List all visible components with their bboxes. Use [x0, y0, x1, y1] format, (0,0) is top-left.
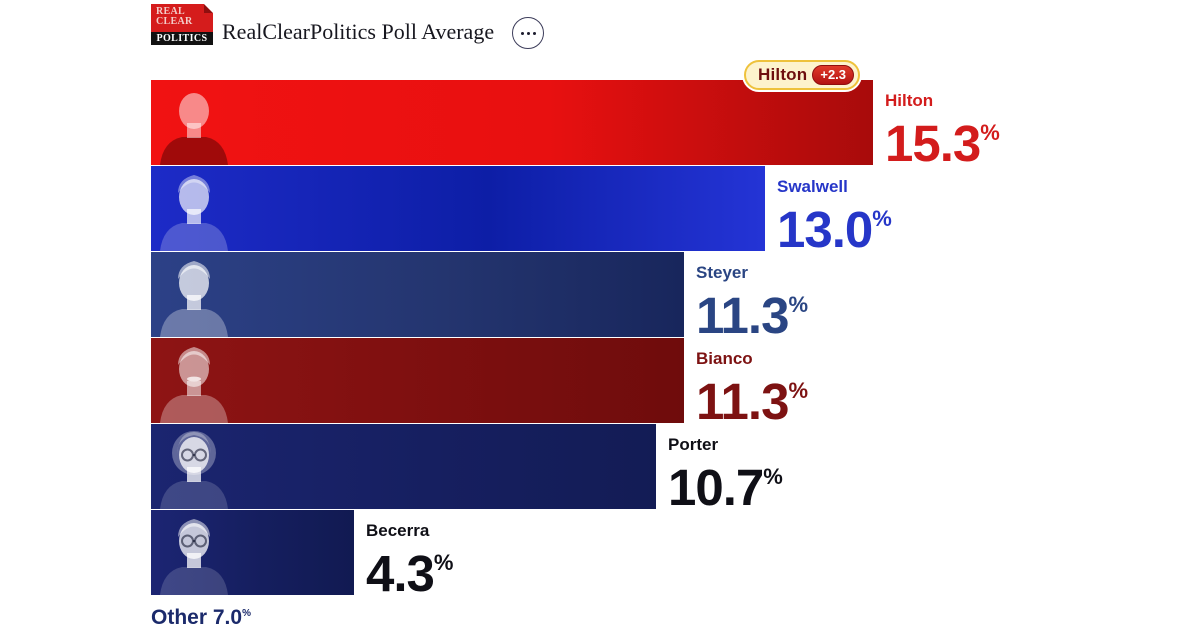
leader-badge-margin: +2.3	[812, 65, 855, 85]
percent-sign: %	[788, 378, 809, 403]
percent-sign: %	[763, 464, 783, 489]
bar-hilton	[151, 80, 873, 165]
logo-line-politics: POLITICS	[151, 32, 213, 45]
percent-sign: %	[872, 206, 892, 231]
candidate-photo-steyer	[151, 252, 237, 337]
bar-row-becerra: Becerra 4.3%	[151, 510, 1200, 599]
candidate-photo-hilton	[151, 80, 237, 165]
page-title: RealClearPolitics Poll Average	[222, 19, 495, 44]
other-total: Other 7.0%	[151, 602, 251, 630]
bar-chart: Hilton 15.3% Swalwell 13.0% Steyer 11.3%	[151, 80, 1200, 599]
other-label: Other	[151, 606, 208, 629]
bar-row-hilton: Hilton 15.3%	[151, 80, 1200, 169]
candidate-photo-bianco	[151, 338, 237, 423]
candidate-value: 11.3%	[696, 373, 809, 430]
candidate-photo-porter	[151, 424, 237, 509]
candidate-value: 10.7%	[668, 459, 783, 516]
more-options-button[interactable]	[512, 17, 544, 49]
candidate-value: 15.3%	[885, 115, 1000, 172]
logo-line-clear: CLEAR	[156, 16, 193, 27]
leader-badge-name: Hilton	[758, 65, 808, 84]
candidate-name: Bianco	[696, 349, 753, 368]
realclearpolitics-logo: REAL CLEAR POLITICS	[151, 4, 213, 45]
bar-label-hilton: Hilton 15.3%	[885, 91, 1000, 169]
bar-steyer	[151, 252, 684, 337]
candidate-name: Swalwell	[777, 177, 848, 196]
bar-becerra	[151, 510, 354, 595]
bar-bianco	[151, 338, 684, 423]
percent-sign: %	[980, 120, 1000, 145]
bar-label-steyer: Steyer 11.3%	[696, 263, 808, 341]
percent-sign: %	[788, 292, 809, 317]
candidate-value: 4.3%	[366, 545, 454, 602]
candidate-value: 11.3%	[696, 287, 809, 344]
leader-badge: Hilton +2.3	[744, 60, 861, 90]
bar-row-porter: Porter 10.7%	[151, 424, 1200, 513]
logo-line-real: REAL	[156, 6, 185, 17]
candidate-photo-becerra	[151, 510, 237, 595]
bar-row-steyer: Steyer 11.3%	[151, 252, 1200, 341]
candidate-photo-swalwell	[151, 166, 237, 251]
candidate-name: Steyer	[696, 263, 748, 282]
bar-row-swalwell: Swalwell 13.0%	[151, 166, 1200, 255]
logo-red-block: REAL CLEAR	[151, 4, 213, 32]
percent-sign: %	[242, 608, 251, 619]
logo-fold-cut	[204, 4, 213, 13]
percent-sign: %	[433, 550, 454, 575]
bar-porter	[151, 424, 656, 509]
bar-row-bianco: Bianco 11.3%	[151, 338, 1200, 427]
bar-label-porter: Porter 10.7%	[668, 435, 783, 513]
bar-label-becerra: Becerra 4.3%	[366, 521, 453, 599]
bar-label-swalwell: Swalwell 13.0%	[777, 177, 892, 255]
candidate-value: 13.0%	[777, 201, 892, 258]
other-value: 7.0	[212, 606, 243, 629]
candidate-name: Becerra	[366, 521, 430, 540]
candidate-name: Hilton	[885, 91, 934, 110]
ellipsis-icon	[520, 31, 536, 35]
candidate-name: Porter	[668, 435, 719, 454]
bar-label-bianco: Bianco 11.3%	[696, 349, 808, 427]
bar-swalwell	[151, 166, 765, 251]
